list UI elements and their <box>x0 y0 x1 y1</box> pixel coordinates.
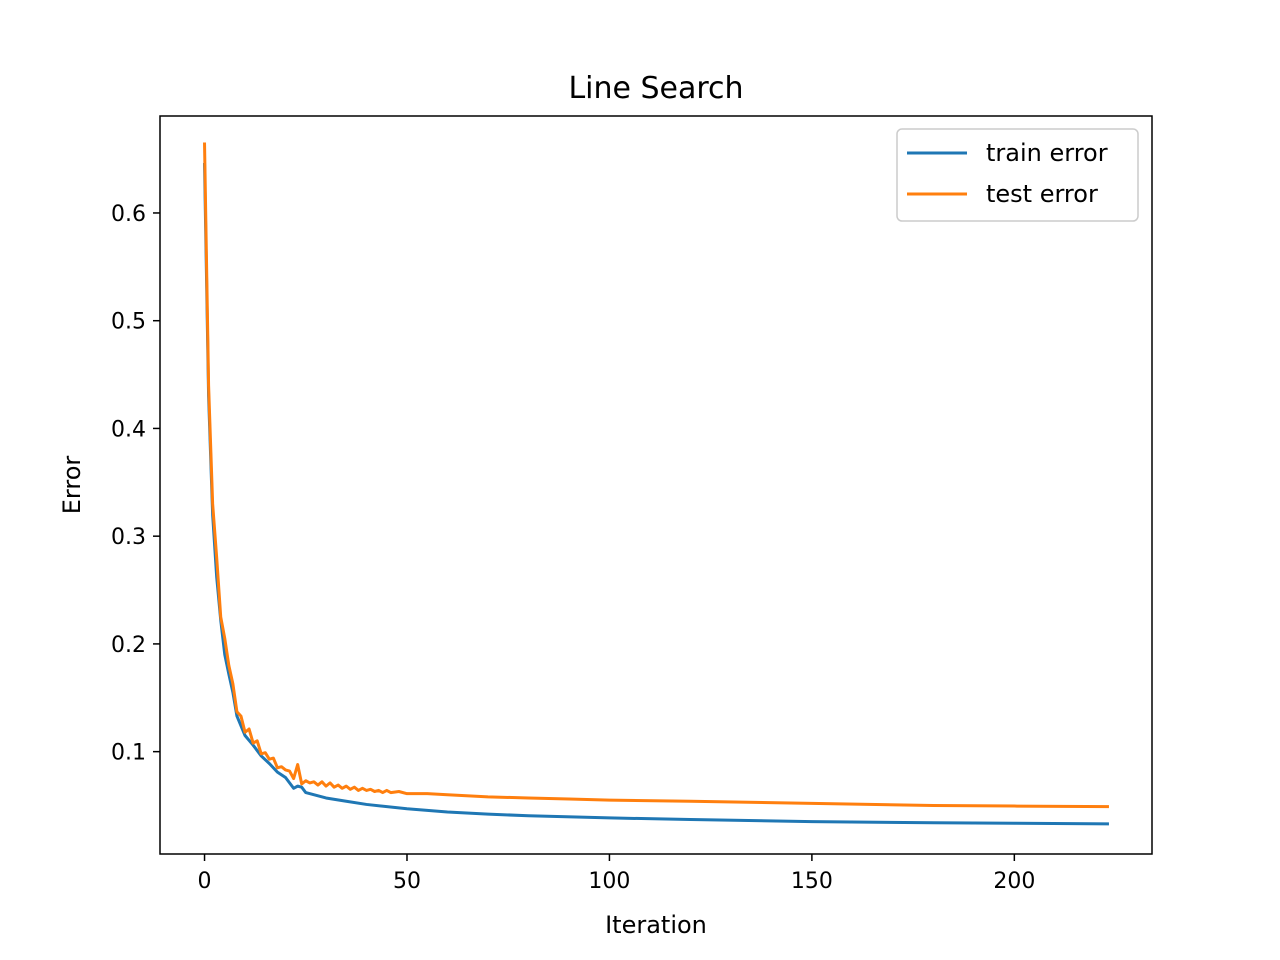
x-axis-label: Iteration <box>605 911 707 939</box>
x-tick-label: 0 <box>198 869 212 894</box>
x-tick-label: 150 <box>791 869 833 894</box>
chart-title: Line Search <box>568 71 743 106</box>
y-tick-label: 0.1 <box>111 741 146 766</box>
y-tick-label: 0.5 <box>111 310 146 335</box>
plot-area-frame <box>159 115 1153 855</box>
legend: train error test error <box>896 128 1139 222</box>
series-line-test-error <box>203 142 1109 809</box>
x-tick-label: 200 <box>993 869 1035 894</box>
x-tick-label: 100 <box>588 869 630 894</box>
x-axis-ticks: 0 50 100 150 200 <box>198 854 1035 894</box>
series-layer <box>203 142 1109 826</box>
legend-label-train-error: train error <box>986 139 1108 167</box>
y-axis-ticks: 0.1 0.2 0.3 0.4 0.5 0.6 <box>111 202 160 766</box>
y-axis-label: Error <box>58 456 86 515</box>
series-line-train-error <box>203 162 1109 826</box>
y-tick-label: 0.6 <box>111 202 146 227</box>
y-tick-label: 0.2 <box>111 633 146 658</box>
y-tick-label: 0.4 <box>111 417 146 442</box>
legend-label-test-error: test error <box>986 180 1098 208</box>
x-tick-label: 50 <box>393 869 421 894</box>
y-tick-label: 0.3 <box>111 525 146 550</box>
